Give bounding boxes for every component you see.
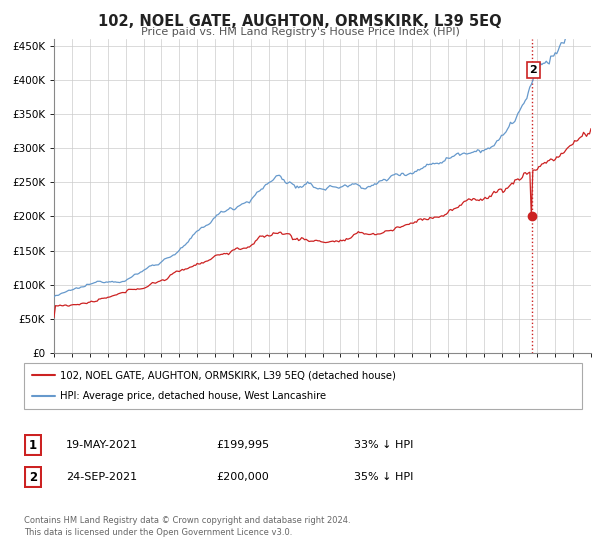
FancyBboxPatch shape (25, 435, 41, 455)
Text: 1999: 1999 (116, 374, 125, 394)
Text: 2023: 2023 (546, 374, 555, 394)
Text: 2000: 2000 (134, 374, 143, 394)
Text: 2: 2 (29, 470, 37, 484)
Text: 2012: 2012 (349, 374, 358, 394)
Text: 1998: 1998 (98, 374, 107, 394)
Text: 2011: 2011 (331, 374, 340, 394)
Text: 102, NOEL GATE, AUGHTON, ORMSKIRK, L39 5EQ: 102, NOEL GATE, AUGHTON, ORMSKIRK, L39 5… (98, 14, 502, 29)
Text: 2004: 2004 (206, 374, 215, 394)
Text: 2001: 2001 (152, 374, 161, 394)
Text: 1996: 1996 (63, 374, 72, 394)
Text: 2002: 2002 (170, 374, 179, 394)
Text: 1: 1 (29, 438, 37, 452)
Text: Price paid vs. HM Land Registry's House Price Index (HPI): Price paid vs. HM Land Registry's House … (140, 27, 460, 37)
Text: 2018: 2018 (457, 374, 466, 394)
Text: 24-SEP-2021: 24-SEP-2021 (66, 472, 137, 482)
Text: 19-MAY-2021: 19-MAY-2021 (66, 440, 138, 450)
Text: £200,000: £200,000 (216, 472, 269, 482)
Text: 2010: 2010 (314, 374, 323, 394)
Text: 33% ↓ HPI: 33% ↓ HPI (354, 440, 413, 450)
Text: 2013: 2013 (367, 374, 376, 394)
Text: 2003: 2003 (188, 374, 197, 394)
Text: 102, NOEL GATE, AUGHTON, ORMSKIRK, L39 5EQ (detached house): 102, NOEL GATE, AUGHTON, ORMSKIRK, L39 5… (60, 370, 396, 380)
Text: 2022: 2022 (528, 374, 537, 394)
Text: £199,995: £199,995 (216, 440, 269, 450)
Text: HPI: Average price, detached house, West Lancashire: HPI: Average price, detached house, West… (60, 391, 326, 402)
Text: 2008: 2008 (278, 374, 287, 394)
FancyBboxPatch shape (25, 467, 41, 487)
Text: 2016: 2016 (421, 374, 430, 394)
Text: 1995: 1995 (45, 374, 54, 394)
Text: 2019: 2019 (475, 374, 484, 394)
Text: 2005: 2005 (224, 374, 233, 394)
Text: 2015: 2015 (403, 374, 412, 394)
Text: 2014: 2014 (385, 374, 394, 394)
Text: 2009: 2009 (296, 374, 305, 394)
FancyBboxPatch shape (24, 363, 582, 409)
Text: 2024: 2024 (564, 374, 573, 394)
Text: 2020: 2020 (493, 374, 502, 394)
Text: This data is licensed under the Open Government Licence v3.0.: This data is licensed under the Open Gov… (24, 528, 292, 536)
Text: 35% ↓ HPI: 35% ↓ HPI (354, 472, 413, 482)
Text: 2021: 2021 (511, 374, 520, 394)
Text: 2017: 2017 (439, 374, 448, 394)
Text: 2006: 2006 (242, 374, 251, 394)
Text: 2: 2 (529, 65, 537, 75)
Text: 2007: 2007 (260, 374, 269, 394)
Text: 1997: 1997 (81, 374, 90, 394)
Text: Contains HM Land Registry data © Crown copyright and database right 2024.: Contains HM Land Registry data © Crown c… (24, 516, 350, 525)
